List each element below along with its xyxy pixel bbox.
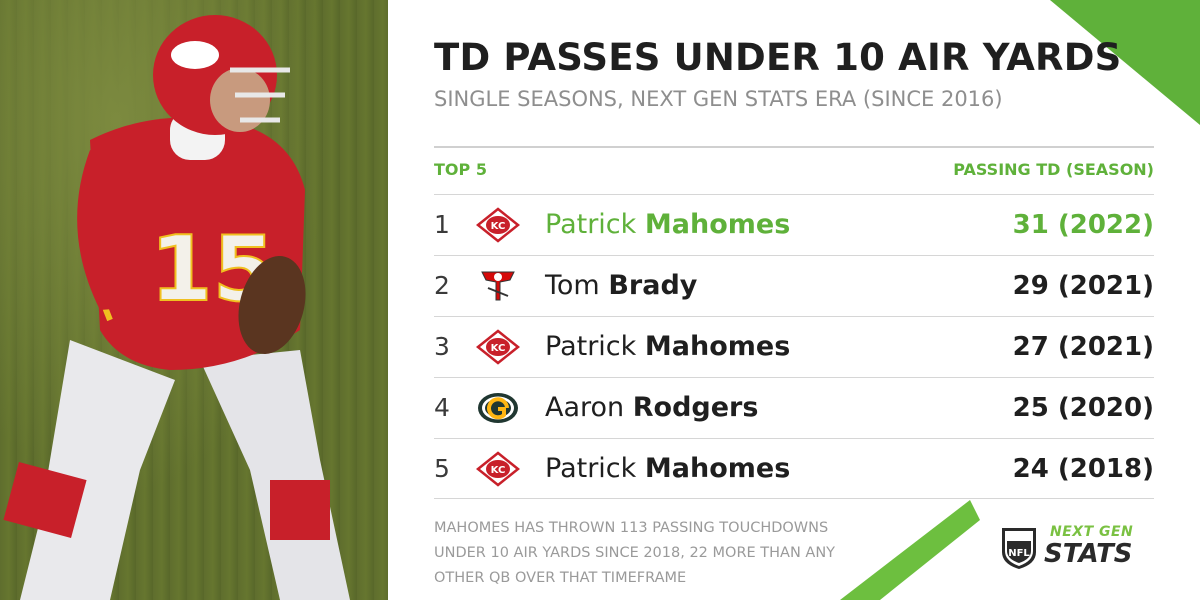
divider [434, 146, 1154, 148]
player-name: Patrick Mahomes [545, 331, 790, 362]
nfl-shield-icon: NFL [1002, 528, 1036, 569]
rank: 3 [434, 332, 450, 361]
footnote: MAHOMES HAS THROWN 113 PASSING TOUCHDOWN… [434, 520, 836, 586]
page-title: TD PASSES UNDER 10 AIR YARDS [434, 36, 1122, 79]
player-name: Patrick Mahomes [545, 453, 790, 484]
corner-accent-top [1050, 0, 1200, 125]
player-last-name: Rodgers [632, 392, 759, 423]
brand-line1: NEXT GEN [1050, 524, 1134, 540]
nfl-shield-text: NFL [1008, 548, 1030, 559]
td-value: 27 (2021) [1012, 332, 1154, 362]
svg-text:KC: KC [491, 343, 506, 354]
brand-line2: STATS [1044, 539, 1133, 569]
table-row: 1 KC Patrick Mahomes 31 (2022) [434, 194, 1154, 255]
chiefs-logo-icon: KC [476, 451, 520, 487]
quarterback-illustration: 15 [3, 15, 350, 600]
corner-accent-bottom [840, 500, 980, 600]
td-value: 29 (2021) [1012, 271, 1154, 301]
player-photo: 15 [0, 0, 388, 600]
column-header-top5: TOP 5 [434, 160, 487, 179]
chiefs-logo-icon: KC [476, 207, 520, 243]
table-row: 4 Aaron Rodgers 25 (2020) [434, 377, 1154, 438]
td-value: 24 (2018) [1012, 454, 1154, 484]
column-header-passing-td: PASSING TD (SEASON) [953, 160, 1154, 179]
page-subtitle: SINGLE SEASONS, NEXT GEN STATS ERA (SINC… [434, 87, 1003, 111]
rank: 2 [434, 271, 450, 300]
table-row: 2 Tom Brady 29 (2021) [434, 255, 1154, 316]
rank: 4 [434, 393, 450, 422]
rank: 1 [434, 210, 450, 239]
next-gen-stats-logo: NFL NEXT GEN STATS [1000, 522, 1160, 572]
chiefs-logo-icon: KC [476, 329, 520, 365]
td-value: 31 (2022) [1012, 210, 1154, 240]
table-row: 3 KC Patrick Mahomes 27 (2021) [434, 316, 1154, 377]
rank: 5 [434, 454, 450, 483]
packers-logo-icon [478, 393, 518, 423]
player-first-name: Patrick [545, 453, 637, 484]
player-name: Patrick Mahomes [545, 209, 790, 240]
player-first-name: Patrick [545, 331, 637, 362]
td-value: 25 (2020) [1012, 393, 1154, 423]
table-row: 5 KC Patrick Mahomes 24 (2018) [434, 438, 1154, 499]
player-last-name: Mahomes [644, 209, 791, 240]
buccaneers-logo-icon [481, 271, 515, 301]
rankings-table: 1 KC Patrick Mahomes 31 (2022) 2 Tom Bra… [434, 194, 1154, 499]
player-first-name: Patrick [545, 209, 637, 240]
player-last-name: Brady [608, 270, 698, 301]
player-first-name: Tom [545, 270, 600, 301]
player-name: Tom Brady [545, 270, 697, 301]
player-name: Aaron Rodgers [545, 392, 758, 423]
player-first-name: Aaron [545, 392, 625, 423]
player-last-name: Mahomes [644, 331, 791, 362]
svg-text:KC: KC [491, 465, 506, 476]
svg-text:KC: KC [491, 221, 506, 232]
player-last-name: Mahomes [644, 453, 791, 484]
